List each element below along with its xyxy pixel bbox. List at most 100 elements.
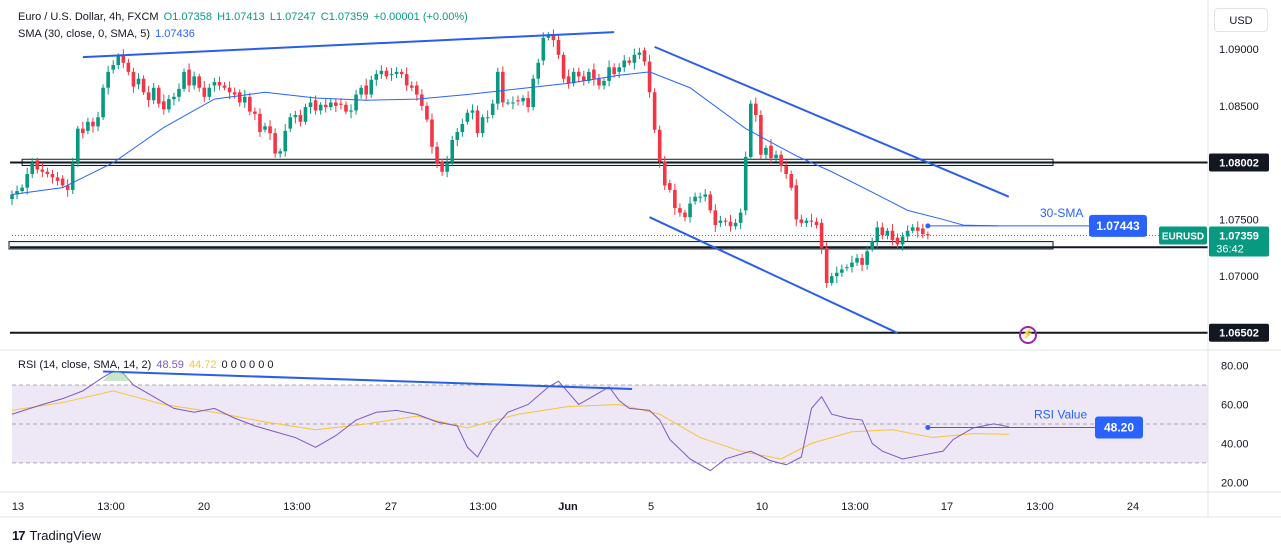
candle-bearish <box>915 227 920 231</box>
rsi-layer <box>11 370 1009 472</box>
rsi-ma-line <box>11 390 1009 460</box>
candle-bearish <box>334 102 338 106</box>
candle-bullish <box>182 71 186 89</box>
rsi-legend: RSI (14, close, SMA, 14, 2) 48.59 44.72 … <box>18 359 274 371</box>
trendlines-layer[interactable] <box>82 31 1010 334</box>
candle-bearish <box>627 60 632 63</box>
candle-bullish <box>30 162 35 175</box>
candle-bearish <box>156 87 161 104</box>
last-price-label: 1.07359 <box>1219 230 1259 242</box>
candle-bullish <box>379 70 384 75</box>
rsi-legend-label: RSI (14, close, SMA, 14, 2) <box>18 359 152 371</box>
lightning-icon[interactable]: ⚡ <box>1019 326 1037 344</box>
candle-bullish <box>369 79 374 95</box>
candle-bullish <box>303 107 308 122</box>
candle-bearish <box>592 69 596 79</box>
candle-bullish <box>374 74 379 80</box>
candle-bearish <box>60 178 65 186</box>
candle-bullish <box>495 71 500 104</box>
footer-brand[interactable]: 17 TradingView <box>12 528 101 543</box>
candle-bearish <box>237 92 242 103</box>
candle-bearish <box>415 85 419 95</box>
time-tick-label: 24 <box>1127 501 1139 513</box>
candle-bearish <box>809 220 814 222</box>
candle-bearish <box>313 100 318 111</box>
brand-name: TradingView <box>29 528 102 543</box>
candle-bearish <box>890 230 895 240</box>
candle-bullish <box>455 132 460 140</box>
candle-bullish <box>86 121 90 131</box>
candle-bullish <box>743 156 748 211</box>
candle-bearish <box>708 194 713 211</box>
candle-bullish <box>389 74 394 76</box>
price-tick-label: 1.07500 <box>1219 214 1259 226</box>
sma-legend: SMA (30, close, 0, SMA, 5) 1.07436 <box>18 28 195 40</box>
rsi-legend-zeros: 0 0 0 0 0 0 <box>221 359 274 371</box>
candle-bullish <box>25 174 29 188</box>
candle-bearish <box>268 126 272 134</box>
candle-bearish <box>162 101 166 110</box>
candle-bearish <box>202 87 207 97</box>
candle-bullish <box>718 220 723 223</box>
candle-bearish <box>339 103 343 105</box>
candle-bullish <box>865 251 869 265</box>
candle-bearish <box>40 169 45 172</box>
candle-bearish <box>647 61 652 93</box>
candle-bullish <box>485 117 490 119</box>
candle-bearish <box>566 76 571 84</box>
rsi-value-badge <box>1095 416 1143 439</box>
candle-bearish <box>860 258 864 265</box>
candle-bearish <box>248 96 252 112</box>
candle-bearish <box>754 103 758 115</box>
candle-bearish <box>253 111 257 114</box>
ohlc-close: C1.07359 <box>320 11 369 23</box>
candle-bearish <box>420 94 424 106</box>
candle-bullish <box>870 241 874 249</box>
candle-bullish <box>318 104 323 111</box>
candle-bearish <box>409 85 414 88</box>
candle-bullish <box>637 52 642 55</box>
sma-value-badge <box>1089 214 1147 237</box>
candle-bearish <box>232 92 237 95</box>
candle-bullish <box>607 67 611 81</box>
price-tick-label: 1.07000 <box>1219 271 1259 283</box>
trendline <box>654 45 1010 198</box>
candle-bullish <box>587 71 591 81</box>
candle-bullish <box>531 78 535 108</box>
candle-bearish <box>576 71 581 77</box>
candle-bearish <box>551 35 556 41</box>
candle-bearish <box>475 110 480 134</box>
candle-bullish <box>20 187 24 192</box>
candle-bearish <box>45 171 50 175</box>
level-badge <box>1209 153 1269 172</box>
sma-legend-label: SMA (30, close, 0, SMA, 5) <box>18 28 151 40</box>
candle-bearish <box>678 208 682 213</box>
candle-bullish <box>541 37 546 61</box>
candles-layer <box>10 29 930 288</box>
candle-bullish <box>617 67 621 72</box>
rsi-legend-value: 48.59 <box>156 359 184 371</box>
candle-bearish <box>597 78 601 86</box>
candle-bullish <box>328 102 333 108</box>
candle-bullish <box>480 117 485 134</box>
candle-bearish <box>926 234 930 236</box>
candle-bullish <box>15 191 19 195</box>
candle-bullish <box>293 114 298 118</box>
candle-bearish <box>65 185 70 190</box>
candle-bullish <box>207 87 212 97</box>
candle-bullish <box>840 269 844 273</box>
trendline <box>82 31 615 59</box>
candle-bearish <box>146 92 151 101</box>
candle-bullish <box>703 194 708 197</box>
candle-bearish <box>399 71 404 75</box>
candle-bearish <box>880 227 885 236</box>
candle-bearish <box>344 104 348 112</box>
currency-button[interactable]: USD <box>1214 8 1268 32</box>
last-price-badge <box>1209 226 1269 257</box>
candle-bearish <box>187 69 191 86</box>
candle-bullish <box>536 62 541 79</box>
candle-bullish <box>106 71 110 88</box>
candle-bullish <box>136 78 141 85</box>
